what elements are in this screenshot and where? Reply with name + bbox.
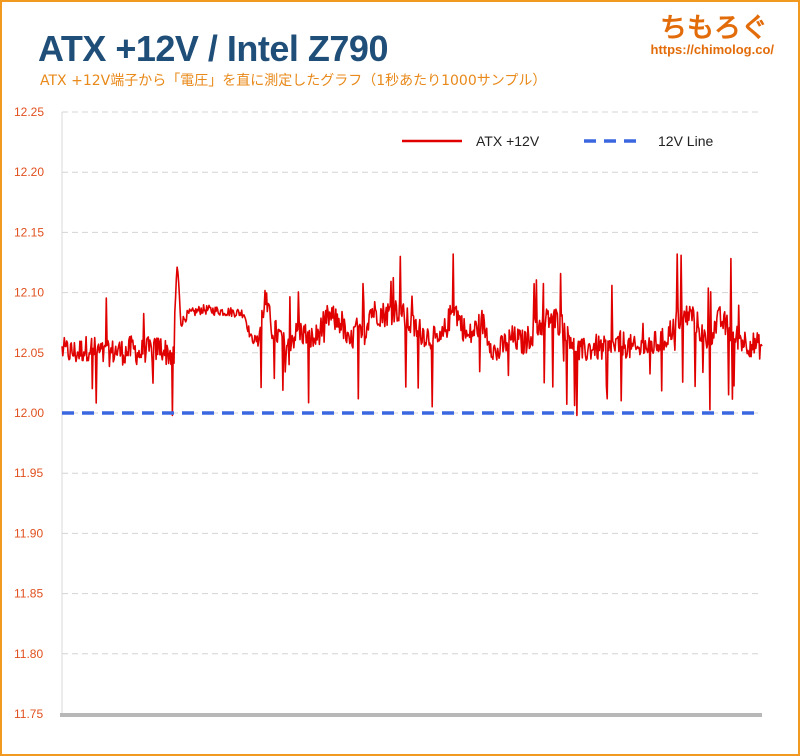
y-tick-label: 12.00 xyxy=(14,406,44,420)
legend-label-12v: 12V Line xyxy=(658,133,713,149)
y-tick-label: 12.20 xyxy=(14,165,44,179)
y-tick-label: 11.90 xyxy=(14,526,43,540)
chart-subtitle: ATX +12V端子から「電圧」を直に測定したグラフ（1秒あたり1000サンプル… xyxy=(40,73,547,89)
y-tick-label: 11.85 xyxy=(14,587,43,601)
y-tick-label: 12.15 xyxy=(14,225,44,239)
site-logo: ちもろぐ xyxy=(660,13,768,44)
y-tick-label: 12.25 xyxy=(14,105,44,119)
y-tick-label: 11.75 xyxy=(14,707,43,721)
series-atx-12v xyxy=(61,253,763,417)
y-tick-label: 12.10 xyxy=(14,286,44,300)
page-title: ATX +12V / Intel Z790 xyxy=(38,28,388,69)
y-tick-label: 12.05 xyxy=(14,346,44,360)
y-tick-label: 11.80 xyxy=(14,647,43,661)
site-url: https://chimolog.co/ xyxy=(650,42,775,57)
y-tick-label: 11.95 xyxy=(14,466,43,480)
legend-label-atx: ATX +12V xyxy=(476,133,540,149)
